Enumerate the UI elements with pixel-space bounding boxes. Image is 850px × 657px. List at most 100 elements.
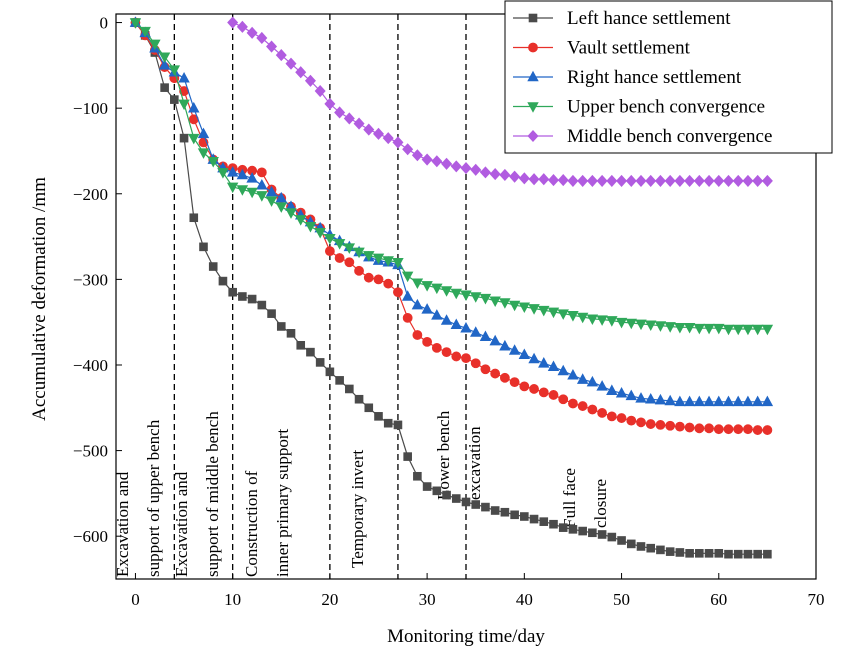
series-1-point-62 [733,424,744,435]
series-4-point-12 [343,112,355,125]
series-0-point-36 [481,502,490,512]
series-3-point-57 [683,323,696,334]
series-4-point-21 [431,155,443,168]
series-0-point-49 [607,532,617,542]
series-0-point-44 [558,523,568,532]
series-0-point-29 [413,471,422,481]
series-2-point-52 [635,392,647,403]
series-4-point-45 [664,174,676,187]
series-4-point-37 [586,174,598,187]
phase-divider-lines [173,14,467,579]
series-4-point-26 [479,166,491,179]
phase-label-5-line-1: closure [591,479,610,528]
series-0-point-37 [490,506,500,515]
series-2-point-62 [732,395,744,407]
series-1-point-60 [713,424,724,435]
series-0-point-61 [724,549,733,559]
series-4-point-29 [509,170,521,183]
phase-label-1-line-0: Excavation and [172,471,191,577]
series-3-point-55 [664,322,676,333]
series-2-point-44 [557,364,569,376]
series-3-point-46 [576,312,589,324]
series-3-point-36 [479,293,492,305]
series-4-point-48 [693,174,705,187]
series-4-point-44 [654,174,666,187]
series-1-point-21 [334,253,345,263]
series-4-point-9 [314,84,326,98]
series-1-point-59 [704,423,714,434]
series-2-point-40 [518,348,531,360]
series-1-point-20 [324,246,335,257]
series-0-point-25 [374,412,383,421]
series-1-point-28 [402,313,413,323]
series-2-point-12 [246,172,258,183]
series-0-point-40 [520,512,529,521]
series-0-point-50 [617,536,626,545]
phase-label-2-line-1: inner primary support [273,428,292,577]
series-2-point-15 [275,191,287,203]
series-3-point-3 [158,52,171,64]
series-1-point-33 [451,351,462,362]
series-2-point-49 [606,384,618,395]
series-2-point-58 [693,395,706,407]
series-0-point-46 [578,526,587,536]
series-3 [129,18,774,336]
y-axis-title: Accumulative deformation /mm [29,177,50,421]
series-4-point-11 [334,106,346,119]
series-4-point-31 [528,173,540,186]
x-axis-title: Monitoring time/day [387,626,545,647]
series-0-point-18 [306,347,315,357]
series-1-point-51 [626,415,637,426]
series-1-point-58 [694,423,705,434]
phase-label-3-line-0: Temporary invert [348,449,367,568]
series-3-point-41 [528,304,540,315]
series-3-point-43 [547,307,560,319]
series-4-point-41 [625,174,637,187]
series-4-point-1 [236,20,248,33]
series-4-point-15 [372,127,385,140]
series-0-point-20 [325,367,335,377]
series-4-point-4 [266,40,278,53]
series-0-point-65 [763,549,772,559]
series-2-point-63 [742,395,754,407]
series-3-point-16 [285,208,297,219]
series-4-point-2 [246,26,258,39]
series-1-point-52 [636,417,646,428]
series-3-point-15 [275,202,287,213]
series-0-point-34 [461,497,471,507]
series-4-point-24 [460,162,472,175]
series-3-point-25 [372,253,385,265]
series-4-point-50 [713,174,725,187]
series-0-point-21 [335,376,344,385]
series-3-point-33 [450,288,462,300]
series-0-point-28 [403,452,412,461]
series-3-point-65 [761,324,774,336]
series-4-point-46 [674,174,686,187]
series-1-point-46 [577,401,588,411]
series-0-point-59 [704,549,714,558]
series-2-point-57 [683,395,696,407]
series-4-point-23 [450,160,462,173]
series-2-point-6 [188,101,200,113]
series-3-point-13 [256,191,268,202]
series-0-point-41 [529,514,539,524]
series-0-point-51 [626,539,636,549]
series-3-point-48 [596,315,608,326]
series-4-point-22 [441,157,453,170]
series-2-point-37 [489,334,501,346]
series-0-point-54 [656,545,665,555]
series-0-point-42 [539,517,549,526]
series-0-point-3 [160,83,169,92]
tick-labels: 0 10 20 30 40 50 60 70 0 −100 −200 −300 −400 −500 −600 [73,14,825,609]
series-0-point-16 [286,329,296,338]
series-4-point-25 [470,163,482,176]
series-2-point-28 [401,290,414,301]
series-0-point-56 [675,548,685,557]
series-0-point-31 [432,486,442,496]
y-tick-label--400: −400 [73,356,108,375]
series-3-point-14 [265,196,278,207]
series-3-point-0 [129,18,142,29]
series-2-point-38 [499,339,511,351]
series-1-point-34 [461,353,471,364]
